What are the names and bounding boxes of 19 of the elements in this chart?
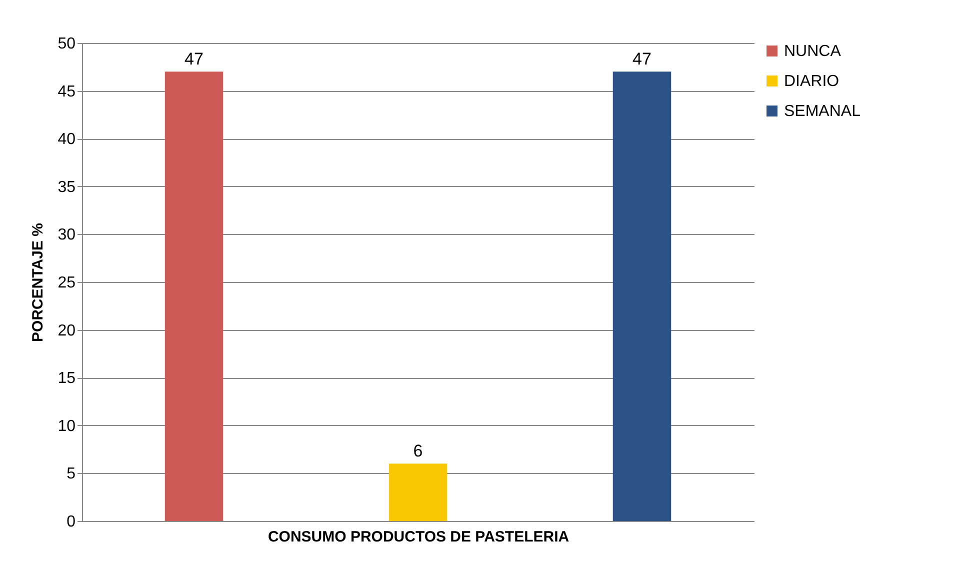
data-label: 6 — [413, 442, 423, 461]
y-axis-title: PORCENTAJE % — [30, 223, 47, 342]
y-tick-label: 30 — [58, 226, 76, 244]
y-tick-label: 40 — [58, 131, 76, 148]
legend-label: SEMANAL — [784, 103, 861, 120]
y-tick-label: 20 — [58, 322, 76, 340]
legend-label: DIARIO — [784, 73, 840, 90]
y-tick-label: 15 — [58, 370, 76, 388]
y-tick-label: 10 — [58, 418, 76, 435]
y-tick-label: 5 — [66, 466, 76, 483]
data-label: 47 — [632, 50, 652, 69]
y-tick-label: 50 — [58, 36, 76, 52]
data-label: 47 — [184, 50, 204, 69]
legend-label: NUNCA — [784, 43, 842, 60]
y-tick-label: 35 — [58, 178, 76, 196]
y-tick-label: 0 — [66, 514, 76, 530]
y-tick-label: 25 — [58, 274, 76, 292]
x-axis-title: CONSUMO PRODUCTOS DE PASTELERIA — [268, 528, 570, 546]
y-tick-label: 45 — [58, 83, 76, 100]
